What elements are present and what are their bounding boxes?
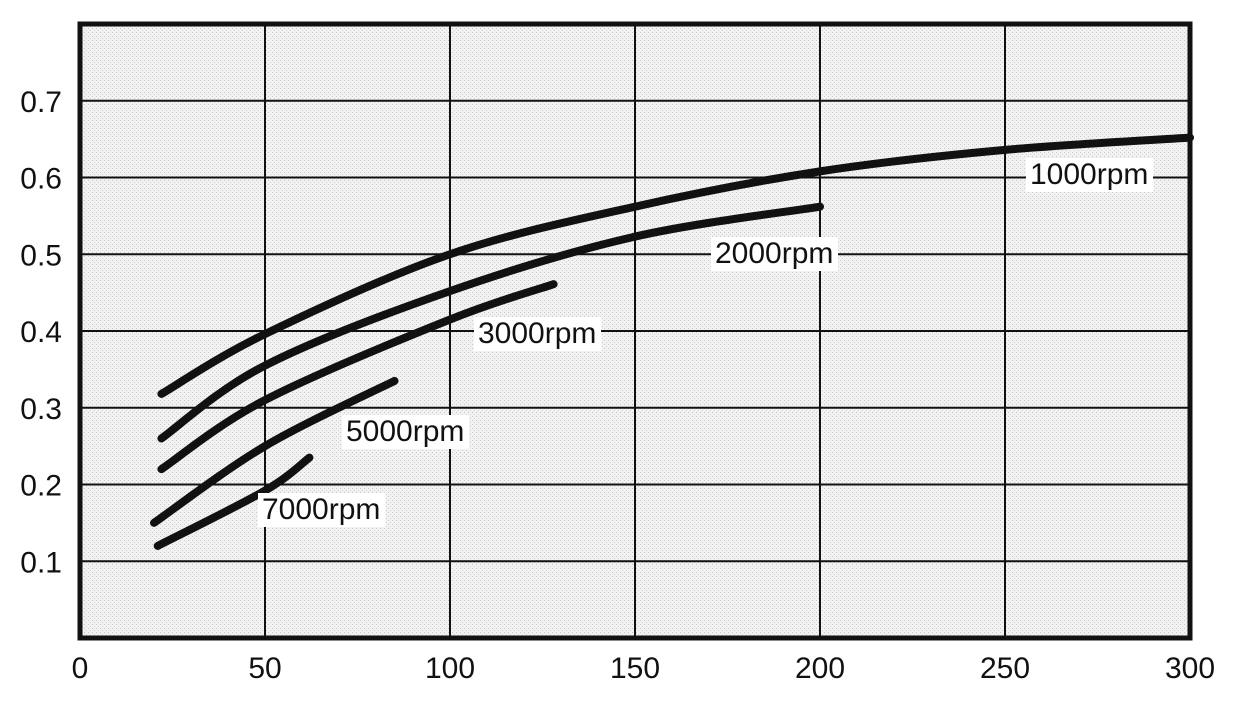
series-label-3000rpm: 3000rpm: [478, 317, 596, 350]
series-line-7000rpm: [153, 453, 314, 550]
y-axis-ticks: 0.1 0.2 0.3 0.4 0.5 0.6 0.7: [20, 86, 62, 580]
plot-border: [77, 21, 1193, 641]
x-tick-label: 200: [795, 652, 845, 685]
y-tick-label: 0.4: [20, 316, 62, 349]
x-tick-label: 150: [610, 652, 660, 685]
series-label-background: [474, 317, 601, 351]
series-label-background: [258, 493, 385, 527]
y-tick-label: 0.3: [20, 393, 62, 426]
series-line-3000rpm: [157, 280, 558, 474]
series-label-2000rpm: 2000rpm: [715, 237, 833, 270]
x-tick-label: 300: [1165, 652, 1215, 685]
x-axis-ticks: 0 50 100 150 200 250 300: [72, 652, 1215, 685]
series-line-5000rpm: [150, 376, 399, 527]
series-labels: 1000rpm 2000rpm 3000rpm 5000rpm 7000rpm: [258, 158, 1153, 527]
x-tick-label: 0: [72, 652, 89, 685]
x-tick-label: 250: [980, 652, 1030, 685]
y-tick-label: 0.5: [20, 239, 62, 272]
y-tick-label: 0.7: [20, 86, 62, 119]
series-label-1000rpm: 1000rpm: [1030, 158, 1148, 191]
y-tick-label: 0.6: [20, 163, 62, 196]
series-label-background: [1026, 158, 1153, 192]
series-lines: [150, 133, 1194, 550]
series-label-background: [711, 237, 838, 271]
series-line-1000rpm: [157, 133, 1194, 398]
series-label-7000rpm: 7000rpm: [262, 493, 380, 526]
x-tick-label: 100: [425, 652, 475, 685]
y-tick-label: 0.2: [20, 470, 62, 503]
x-tick-label: 50: [248, 652, 281, 685]
y-tick-label: 0.1: [20, 546, 62, 579]
series-line-2000rpm: [157, 202, 824, 443]
series-label-5000rpm: 5000rpm: [346, 415, 464, 448]
series-label-background: [342, 415, 469, 449]
